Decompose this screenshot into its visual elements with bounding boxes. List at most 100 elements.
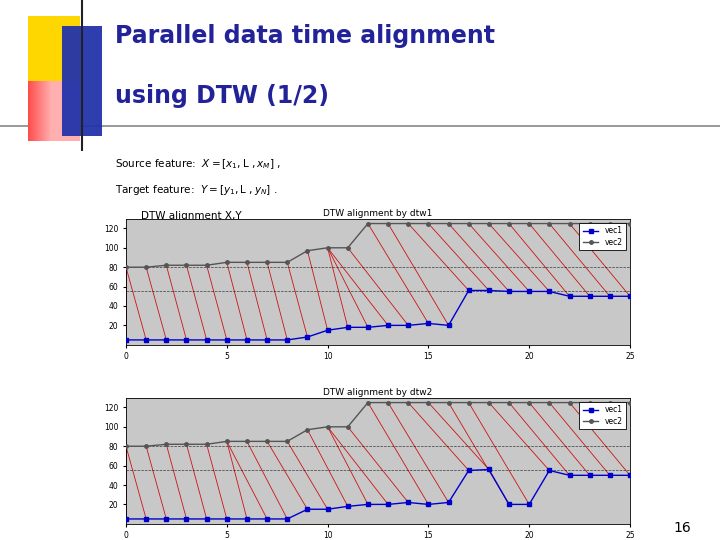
Bar [35, 81, 80, 141]
Bar [48, 81, 80, 141]
vec2 [565, 220, 574, 227]
Bar [28, 81, 80, 141]
vec1 [505, 501, 513, 508]
vec1 [606, 293, 614, 300]
Bar [42, 81, 80, 141]
Bar [42, 81, 80, 141]
Bar [49, 81, 80, 141]
Text: DTW alignment X,Y: DTW alignment X,Y [141, 211, 242, 221]
Bar [45, 81, 80, 141]
Bar [35, 81, 80, 141]
vec2 [283, 438, 292, 444]
vec1 [565, 472, 574, 478]
vec1 [182, 336, 191, 343]
Bar [32, 81, 80, 141]
vec1 [626, 293, 634, 300]
vec2 [263, 438, 271, 444]
vec1 [303, 334, 312, 340]
vec2 [545, 220, 554, 227]
Legend: vec1, vec2: vec1, vec2 [579, 402, 626, 429]
Bar [62, 26, 102, 136]
Bar [37, 81, 80, 141]
vec2 [182, 441, 191, 448]
vec2 [384, 400, 392, 406]
vec2 [585, 220, 594, 227]
vec1 [545, 288, 554, 295]
vec2 [565, 400, 574, 406]
vec2 [505, 400, 513, 406]
vec1 [585, 472, 594, 478]
vec1 [464, 467, 473, 474]
vec2 [364, 400, 372, 406]
vec1 [142, 336, 150, 343]
vec2 [182, 262, 191, 268]
vec2 [606, 220, 614, 227]
vec2 [142, 264, 150, 271]
vec2 [505, 220, 513, 227]
vec1 [626, 472, 634, 478]
Line: vec1: vec1 [124, 288, 632, 342]
Line: vec1: vec1 [124, 468, 632, 521]
vec2 [606, 400, 614, 406]
vec2 [343, 245, 352, 251]
Legend: vec1, vec2: vec1, vec2 [579, 222, 626, 251]
vec1 [505, 288, 513, 295]
Title: DTW alignment by dtw1: DTW alignment by dtw1 [323, 209, 433, 218]
Bar [37, 81, 80, 141]
vec2 [424, 400, 433, 406]
Bar [50, 81, 80, 141]
vec1 [343, 324, 352, 330]
vec2 [303, 247, 312, 254]
vec1 [263, 516, 271, 522]
vec1 [283, 516, 292, 522]
Bar [40, 81, 80, 141]
vec2 [404, 400, 413, 406]
Bar [31, 81, 80, 141]
vec1 [545, 467, 554, 474]
Bar [28, 16, 80, 91]
vec2 [162, 441, 171, 448]
Bar [46, 81, 80, 141]
Text: Target feature:  $Y =[y_1,\mathrm{L}\ ,y_N]$ .: Target feature: $Y =[y_1,\mathrm{L}\ ,y_… [115, 183, 278, 197]
vec2 [444, 220, 453, 227]
vec1 [122, 516, 130, 522]
Text: using DTW (1/2): using DTW (1/2) [115, 84, 329, 108]
vec2 [142, 443, 150, 449]
vec1 [162, 516, 171, 522]
vec1 [364, 324, 372, 330]
vec2 [444, 400, 453, 406]
vec1 [364, 501, 372, 508]
vec2 [222, 259, 231, 266]
Text: Parallel data time alignment: Parallel data time alignment [115, 24, 495, 48]
vec2 [303, 427, 312, 433]
vec2 [364, 220, 372, 227]
vec1 [182, 516, 191, 522]
vec1 [464, 287, 473, 294]
vec1 [303, 506, 312, 512]
vec2 [585, 400, 594, 406]
vec1 [444, 499, 453, 505]
vec2 [404, 220, 413, 227]
vec1 [243, 516, 251, 522]
vec1 [525, 288, 534, 295]
Bar [30, 81, 80, 141]
Bar [38, 81, 80, 141]
vec2 [243, 438, 251, 444]
vec1 [444, 322, 453, 329]
vec2 [202, 441, 211, 448]
vec2 [323, 423, 332, 430]
vec1 [384, 501, 392, 508]
Line: vec2: vec2 [122, 399, 634, 450]
vec2 [323, 245, 332, 251]
vec2 [202, 262, 211, 268]
Bar [45, 81, 80, 141]
vec1 [343, 503, 352, 510]
Bar [50, 81, 80, 141]
vec2 [424, 220, 433, 227]
vec2 [525, 400, 534, 406]
Bar [30, 81, 80, 141]
Text: Source feature:  $X =[x_1,\mathrm{L}\ ,x_M]$ ,: Source feature: $X =[x_1,\mathrm{L}\ ,x_… [115, 157, 282, 171]
vec2 [283, 259, 292, 266]
Bar [33, 81, 80, 141]
Bar [48, 81, 80, 141]
